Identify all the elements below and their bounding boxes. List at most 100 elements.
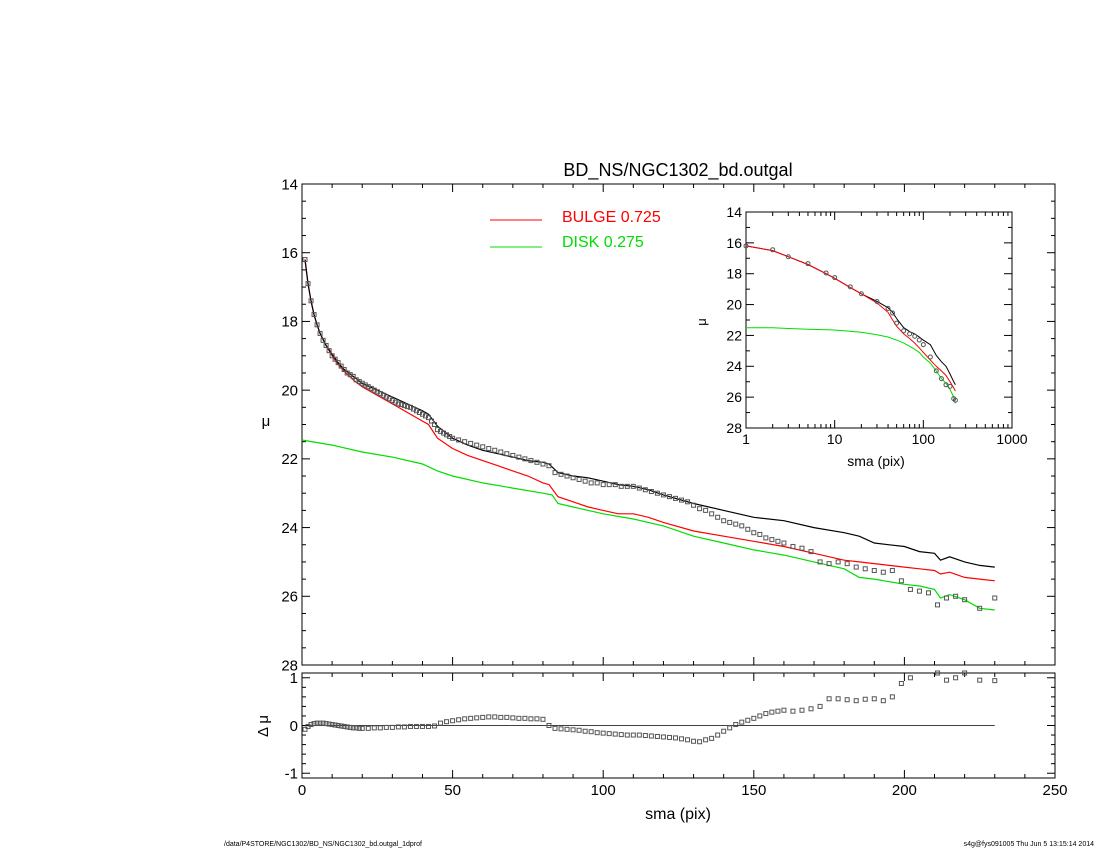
y-tick-label: 14 — [281, 176, 298, 193]
data-point — [808, 706, 814, 712]
data-point — [522, 456, 528, 462]
series-line — [745, 245, 956, 386]
data-point — [398, 402, 404, 408]
marker-series — [302, 257, 998, 611]
y-tick-label: -1 — [285, 765, 298, 782]
data-point — [516, 454, 522, 460]
data-point — [977, 677, 983, 683]
data-point — [666, 734, 672, 740]
data-point — [916, 337, 922, 343]
inset-y-axis-label: μ — [694, 318, 709, 326]
data-point — [679, 497, 685, 503]
legend-disk-label: DISK 0.275 — [562, 234, 644, 251]
data-point — [871, 568, 877, 574]
data-point — [401, 403, 407, 409]
data-point — [516, 715, 522, 721]
data-point — [429, 418, 435, 424]
data-point — [775, 708, 781, 714]
y-tick-label: 20 — [726, 296, 742, 312]
plot-frame — [301, 183, 1056, 666]
data-point — [326, 721, 332, 727]
data-point — [920, 342, 926, 348]
main-y-axis-label: μ — [262, 413, 271, 430]
data-point — [880, 569, 886, 575]
data-point — [407, 723, 413, 729]
data-point — [907, 675, 913, 681]
data-point — [588, 729, 594, 735]
data-point — [498, 449, 504, 455]
data-point — [600, 482, 606, 488]
plot-frame — [745, 211, 1013, 429]
data-point — [835, 559, 841, 565]
data-point — [377, 725, 383, 731]
data-point — [703, 507, 709, 513]
data-point — [826, 696, 832, 702]
data-point — [383, 724, 389, 730]
data-point — [486, 714, 492, 720]
data-point — [757, 531, 763, 537]
data-point — [480, 714, 486, 720]
data-point — [338, 363, 344, 369]
data-point — [962, 670, 968, 676]
data-point — [721, 518, 727, 524]
data-point — [799, 707, 805, 713]
data-point — [480, 444, 486, 450]
data-point — [432, 723, 438, 729]
data-point — [522, 715, 528, 721]
data-point — [618, 732, 624, 738]
x-tick-label: 100 — [912, 431, 936, 447]
data-point — [630, 732, 636, 738]
data-point — [739, 719, 745, 725]
y-tick-label: 20 — [281, 382, 298, 399]
y-tick-label: 16 — [281, 245, 298, 262]
data-point — [862, 566, 868, 572]
data-point — [745, 526, 751, 532]
data-point — [770, 247, 776, 253]
footer-timestamp: s4g@fys091005 Thu Jun 5 13:15:14 2014 — [963, 841, 1094, 848]
data-point — [582, 478, 588, 484]
data-point — [953, 675, 959, 681]
data-point — [781, 540, 787, 546]
data-point — [305, 281, 311, 287]
data-point — [889, 694, 895, 700]
data-point — [763, 535, 769, 541]
data-point — [685, 737, 691, 743]
x-tick-label: 10 — [827, 431, 843, 447]
data-point — [320, 337, 326, 343]
data-point — [943, 382, 949, 388]
y-tick-label: 26 — [281, 589, 298, 606]
data-point — [901, 328, 907, 334]
data-point — [862, 696, 868, 702]
data-point — [492, 714, 498, 720]
data-point — [685, 499, 691, 505]
data-point — [660, 734, 666, 740]
y-tick-label: 24 — [281, 520, 298, 537]
data-point — [733, 521, 739, 527]
data-point — [733, 722, 739, 728]
legend: BULGE 0.725 DISK 0.275 — [490, 209, 661, 251]
data-point — [450, 435, 456, 441]
data-point — [871, 696, 877, 702]
data-point — [332, 356, 338, 362]
data-point — [691, 738, 697, 744]
data-point — [323, 342, 329, 348]
data-point — [636, 485, 642, 491]
y-tick-label: 22 — [726, 327, 742, 343]
data-point — [462, 439, 468, 445]
data-point — [947, 383, 953, 389]
data-point — [546, 463, 552, 469]
data-point — [404, 404, 410, 410]
data-point — [302, 257, 308, 263]
x-tick-label: 100 — [591, 782, 616, 799]
data-point — [444, 719, 450, 725]
data-point — [341, 367, 347, 373]
x-tick-label: 150 — [741, 782, 766, 799]
data-point — [314, 322, 320, 328]
data-point — [468, 440, 474, 446]
y-tick-label: 14 — [726, 204, 742, 220]
data-point — [703, 737, 709, 743]
data-point — [576, 476, 582, 482]
data-point — [395, 401, 401, 407]
data-point — [606, 731, 612, 737]
data-point — [329, 722, 335, 728]
